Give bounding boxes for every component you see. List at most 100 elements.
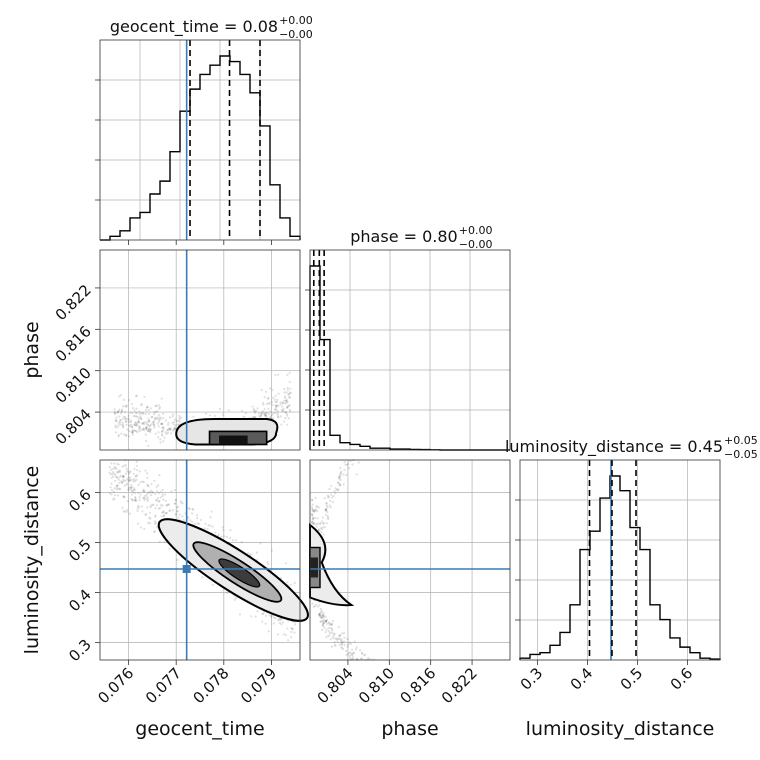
sample-point [137, 491, 140, 495]
sample-point [339, 483, 342, 486]
sample-point [147, 417, 150, 420]
sample-point [271, 396, 275, 399]
sample-point [325, 504, 328, 507]
sample-point [138, 498, 141, 502]
sample-point [331, 629, 334, 632]
sample-point [334, 487, 337, 490]
sample-point [129, 411, 132, 414]
sample-point [311, 499, 314, 502]
sample-point [159, 506, 162, 510]
sample-point [337, 488, 340, 491]
sample-point [318, 603, 321, 607]
sample-point [322, 522, 325, 525]
sample-point [161, 433, 164, 436]
sample-point [318, 613, 321, 616]
sample-point [276, 412, 279, 415]
sample-point [332, 494, 335, 498]
sample-point [161, 434, 164, 437]
sample-point [210, 510, 213, 513]
sample-point [326, 506, 329, 509]
sample-point [347, 643, 350, 646]
sample-point [173, 428, 176, 431]
sample-point [319, 611, 322, 614]
sample-point [325, 502, 328, 505]
sample-point [135, 460, 138, 463]
sample-point [311, 509, 314, 512]
sample-point [325, 501, 328, 505]
sample-point [120, 480, 123, 483]
sample-point [325, 622, 329, 625]
sample-point [159, 496, 162, 499]
sample-point [291, 627, 294, 630]
sample-point [311, 498, 314, 502]
sample-point [126, 477, 129, 481]
title-label: luminosity_distance [505, 437, 664, 457]
sample-point [316, 605, 320, 608]
sample-point [122, 426, 125, 429]
scatter-geocent_time-phase-ytick-label: 0.822 [52, 281, 95, 324]
sample-point [261, 620, 264, 623]
sample-point [311, 514, 314, 517]
sample-point [293, 631, 296, 634]
sample-point [275, 408, 278, 411]
sample-point [284, 562, 288, 565]
scatter-geocent_time-luminosity_distance-xtick-label: 0.078 [190, 664, 233, 707]
sample-point [282, 407, 285, 410]
sample-point [218, 407, 222, 411]
sample-point [135, 395, 138, 398]
sample-point [246, 552, 250, 555]
sample-point [359, 657, 363, 660]
sample-point [264, 412, 267, 415]
sample-point [327, 627, 330, 630]
sample-point [129, 425, 132, 428]
sample-point [139, 427, 142, 430]
sample-point [332, 636, 335, 640]
hist-luminosity_distance-steps [519, 475, 721, 660]
sample-point [171, 415, 174, 418]
sample-point [244, 412, 248, 415]
sample-point [168, 427, 171, 430]
sample-point [231, 539, 235, 542]
sample-point [142, 490, 145, 493]
sample-point [290, 626, 293, 630]
sample-point [174, 513, 177, 516]
sample-point [133, 499, 137, 502]
sample-point [347, 466, 351, 470]
sample-point [128, 471, 131, 474]
sample-point [359, 649, 362, 652]
scatter-phase-luminosity_distance-xlabel: phase [381, 718, 438, 740]
sample-point [169, 428, 172, 432]
sample-point [117, 463, 120, 466]
sample-point [283, 395, 287, 398]
sample-point [207, 524, 210, 527]
sample-point [143, 395, 146, 399]
sample-point [122, 433, 126, 436]
sample-point [270, 616, 273, 619]
sample-point [281, 402, 284, 405]
sample-point [150, 423, 153, 426]
sample-point [173, 488, 177, 492]
sample-point [130, 430, 133, 433]
sample-point [124, 418, 127, 421]
sample-point [223, 535, 226, 538]
sample-point [124, 420, 127, 423]
sample-point [228, 536, 232, 540]
sample-point [328, 634, 331, 637]
sample-point [113, 466, 116, 469]
sample-point [140, 417, 143, 421]
sample-point [123, 510, 127, 513]
title-eq: = [219, 17, 243, 36]
sample-point [288, 396, 292, 399]
sample-point [126, 418, 130, 421]
sample-point [144, 513, 147, 516]
sample-point [320, 520, 324, 523]
sample-point [133, 488, 137, 491]
sample-point [335, 638, 338, 641]
sample-point [340, 641, 344, 644]
sample-point [324, 508, 327, 511]
sample-point [264, 415, 268, 418]
title-label: phase [350, 227, 398, 246]
sample-point [264, 390, 268, 393]
sample-point [148, 511, 151, 514]
sample-point [125, 467, 128, 470]
